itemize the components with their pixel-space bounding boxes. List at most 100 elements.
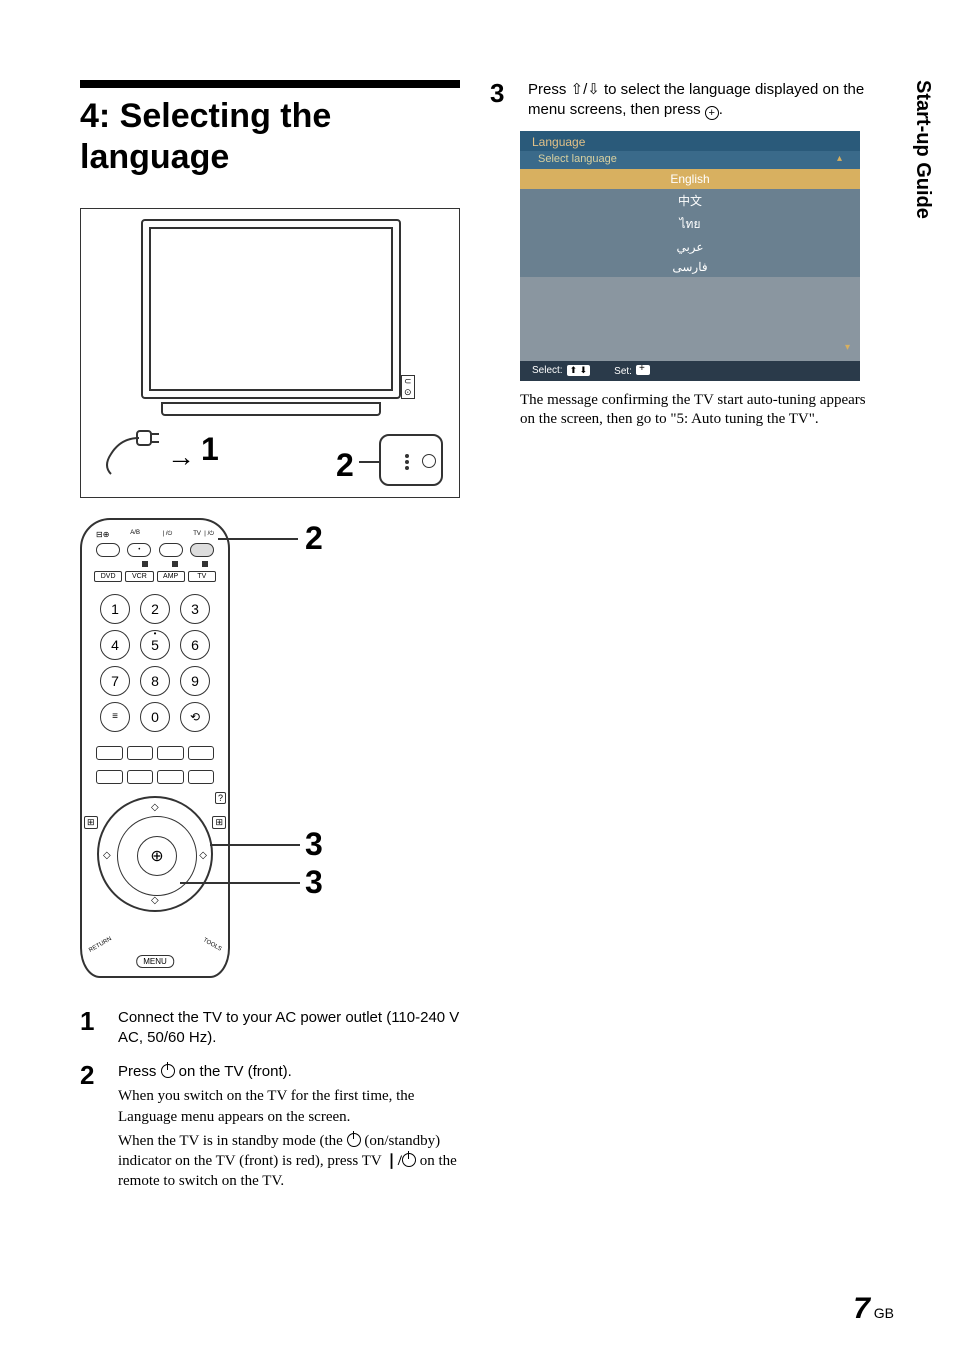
tv-stand [161, 402, 381, 416]
dvd-button[interactable]: DVD [94, 571, 122, 582]
mode-btn-2[interactable] [127, 746, 154, 760]
footer-set: Set: [614, 365, 650, 377]
number-pad: 1 2 3 4 5 6 7 8 9 ≡ 0 ⟲ [92, 584, 218, 742]
enter-button[interactable]: ⊕ [137, 836, 177, 876]
power-icon [347, 1133, 361, 1147]
side-tab-label: Start-up Guide [911, 80, 934, 219]
leader-line-2b [218, 538, 298, 540]
step-2-text-b: on the TV (front). [175, 1063, 292, 1080]
color-btn-1[interactable] [96, 770, 123, 784]
language-option-arabic[interactable]: عربي [520, 237, 860, 257]
indicator-dots [405, 454, 411, 474]
color-btn-2[interactable] [127, 770, 154, 784]
input-button[interactable] [96, 543, 120, 557]
step-number: 1 [80, 1008, 106, 1049]
remote-top-labels: ⊟⊕ A/B ❘/⏻ TV ❘/⏻ [92, 530, 218, 539]
heading-rule [80, 80, 460, 88]
footer-select: Select:⬆ ⬇ [532, 365, 590, 377]
num-7[interactable]: 7 [100, 666, 130, 696]
guide-button[interactable]: ≡ [100, 702, 130, 732]
color-btn-3[interactable] [157, 770, 184, 784]
num-5[interactable]: 5 [140, 630, 170, 660]
remote-figure: 2 3 3 ⊟⊕ A/B ❘/⏻ TV ❘/⏻ • [80, 518, 460, 978]
step-number: 2 [80, 1062, 106, 1192]
mode-btn-3[interactable] [157, 746, 184, 760]
left-arrow-icon: ◇ [103, 850, 111, 861]
tv-screen [149, 227, 393, 391]
language-menu-screenshot: Language Select language ▴ English 中文 ไท… [520, 131, 860, 381]
language-option-english[interactable]: English [520, 169, 860, 189]
num-6[interactable]: 6 [180, 630, 210, 660]
num-3[interactable]: 3 [180, 594, 210, 624]
leader-line [359, 461, 379, 463]
num-4[interactable]: 4 [100, 630, 130, 660]
step-1: 1 Connect the TV to your AC power outlet… [80, 1008, 460, 1049]
num-8[interactable]: 8 [140, 666, 170, 696]
power-button[interactable] [159, 543, 183, 557]
page-number: 7 GB [853, 1292, 894, 1326]
step-2: 2 Press on the TV (front). When you swit… [80, 1062, 460, 1192]
menu-subheader: Select language ▴ [520, 151, 860, 169]
jump-button[interactable]: ⟲ [180, 702, 210, 732]
num-0[interactable]: 0 [140, 702, 170, 732]
step-3-body: Press ⇧/⇩ to select the language display… [528, 80, 870, 121]
tv-button[interactable]: TV [188, 571, 216, 582]
amp-button[interactable]: AMP [157, 571, 185, 582]
ab-label: A/B [130, 530, 140, 539]
section-title: 4: Selecting the language [80, 96, 460, 178]
right-arrow-icon: ◇ [199, 850, 207, 861]
mode-btn-4[interactable] [188, 746, 215, 760]
page-number-suffix: GB [874, 1305, 894, 1321]
tv-power-button[interactable] [190, 543, 214, 557]
after-note: The message confirming the TV start auto… [520, 391, 870, 430]
tools-label: TOOLS [202, 937, 223, 952]
language-option-farsi[interactable]: فارسی [520, 257, 860, 277]
left-column: 4: Selecting the language ⊂ ⊙ → 1 2 [80, 80, 460, 1206]
scroll-up-icon: ▴ [837, 153, 842, 165]
callout-3a: 3 [305, 826, 323, 863]
language-option-chinese[interactable]: 中文 [520, 189, 860, 212]
tv-setup-figure: ⊂ ⊙ → 1 2 [80, 208, 460, 498]
menu-header: Language [520, 131, 860, 151]
step-3: 3 Press ⇧/⇩ to select the language displ… [490, 80, 870, 121]
return-label: RETURN [88, 936, 113, 954]
page: Start-up Guide 4: Selecting the language… [0, 0, 954, 1356]
ab-button[interactable]: • [127, 543, 151, 557]
plus-icon: ⊕ [150, 846, 163, 866]
menu-footer: Select:⬆ ⬇ Set: [520, 361, 860, 381]
language-option-thai[interactable]: ไทย [520, 212, 860, 237]
tv-power-label: TV ❘/⏻ [193, 530, 214, 539]
input-icon: ⊟⊕ [96, 530, 109, 539]
vcr-button[interactable]: VCR [125, 571, 153, 582]
step-1-text: Connect the TV to your AC power outlet (… [118, 1008, 460, 1049]
color-btn-4[interactable] [188, 770, 215, 784]
side-right-button[interactable]: ⊞ [212, 816, 226, 829]
up-down-arrows-icon: ⇧/⇩ [571, 81, 600, 98]
steps-left: 1 Connect the TV to your AC power outlet… [80, 1008, 460, 1192]
remote-control: ⊟⊕ A/B ❘/⏻ TV ❘/⏻ • DVD VCR [80, 518, 230, 978]
power-plug-icon [101, 424, 161, 484]
indicator-squares [92, 559, 218, 569]
enter-kbd-icon [636, 365, 650, 375]
up-arrow-icon: ◇ [151, 802, 159, 813]
power-label: ❘/⏻ [161, 530, 172, 539]
side-left-button[interactable]: ⊞ [84, 816, 98, 829]
callout-1: 1 [201, 431, 219, 468]
callout-3b: 3 [305, 864, 323, 901]
num-1[interactable]: 1 [100, 594, 130, 624]
num-2[interactable]: 2 [140, 594, 170, 624]
right-column: 3 Press ⇧/⇩ to select the language displ… [490, 80, 870, 430]
mode-row-1 [92, 742, 218, 764]
mode-btn-1[interactable] [96, 746, 123, 760]
remote-top-buttons: • [92, 539, 218, 559]
tv-power-button-area [379, 434, 443, 486]
tv-body: ⊂ ⊙ [141, 219, 401, 399]
nav-wheel[interactable]: ◇ ◇ ◇ ◇ ⊕ [97, 796, 213, 912]
arrow-icon: → [167, 441, 195, 473]
help-button[interactable]: ? [215, 792, 226, 804]
menu-button[interactable]: MENU [136, 955, 174, 968]
num-9[interactable]: 9 [180, 666, 210, 696]
power-icon [161, 1064, 175, 1078]
language-list: English 中文 ไทย عربي فارسی [520, 169, 860, 277]
arrows-kbd-icon: ⬆ ⬇ [567, 365, 591, 376]
